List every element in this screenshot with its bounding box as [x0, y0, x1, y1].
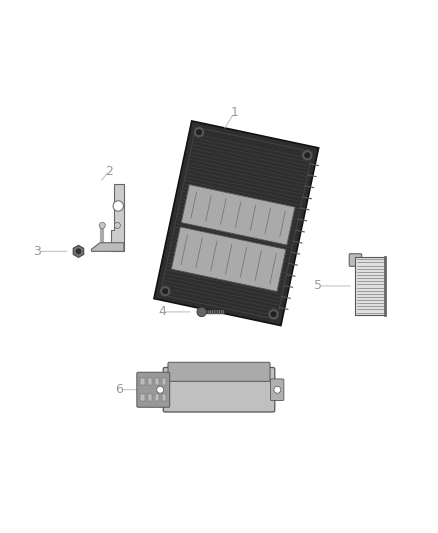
Text: 1: 1	[230, 107, 238, 119]
Circle shape	[197, 130, 201, 135]
Polygon shape	[154, 121, 318, 326]
Circle shape	[114, 222, 120, 229]
Text: 3: 3	[33, 245, 41, 258]
Bar	[162, 378, 166, 385]
Circle shape	[99, 222, 105, 229]
Circle shape	[274, 386, 281, 393]
Polygon shape	[224, 310, 229, 313]
Bar	[355, 257, 385, 315]
Text: 2: 2	[105, 165, 113, 178]
Circle shape	[194, 127, 205, 138]
Polygon shape	[92, 243, 124, 252]
Circle shape	[268, 309, 279, 320]
Bar	[155, 394, 159, 401]
FancyBboxPatch shape	[163, 367, 275, 412]
Bar	[140, 378, 145, 385]
Bar	[155, 378, 159, 385]
FancyBboxPatch shape	[153, 379, 168, 401]
Circle shape	[305, 152, 310, 158]
Polygon shape	[111, 184, 124, 252]
Text: 5: 5	[314, 279, 322, 293]
Circle shape	[159, 286, 171, 297]
Bar	[140, 394, 145, 401]
Polygon shape	[181, 184, 295, 245]
Circle shape	[157, 386, 164, 393]
Bar	[148, 378, 152, 385]
FancyBboxPatch shape	[349, 254, 362, 266]
Circle shape	[162, 289, 168, 294]
Text: 4: 4	[159, 305, 167, 318]
Circle shape	[76, 249, 81, 254]
Circle shape	[302, 150, 313, 161]
Bar	[162, 394, 166, 401]
Polygon shape	[171, 227, 286, 292]
FancyBboxPatch shape	[270, 379, 284, 401]
Text: 6: 6	[116, 383, 124, 396]
FancyBboxPatch shape	[168, 362, 270, 381]
FancyBboxPatch shape	[137, 372, 170, 407]
Circle shape	[271, 312, 276, 317]
Circle shape	[197, 307, 206, 317]
Polygon shape	[73, 245, 84, 257]
Bar	[148, 394, 152, 401]
Circle shape	[113, 201, 124, 211]
